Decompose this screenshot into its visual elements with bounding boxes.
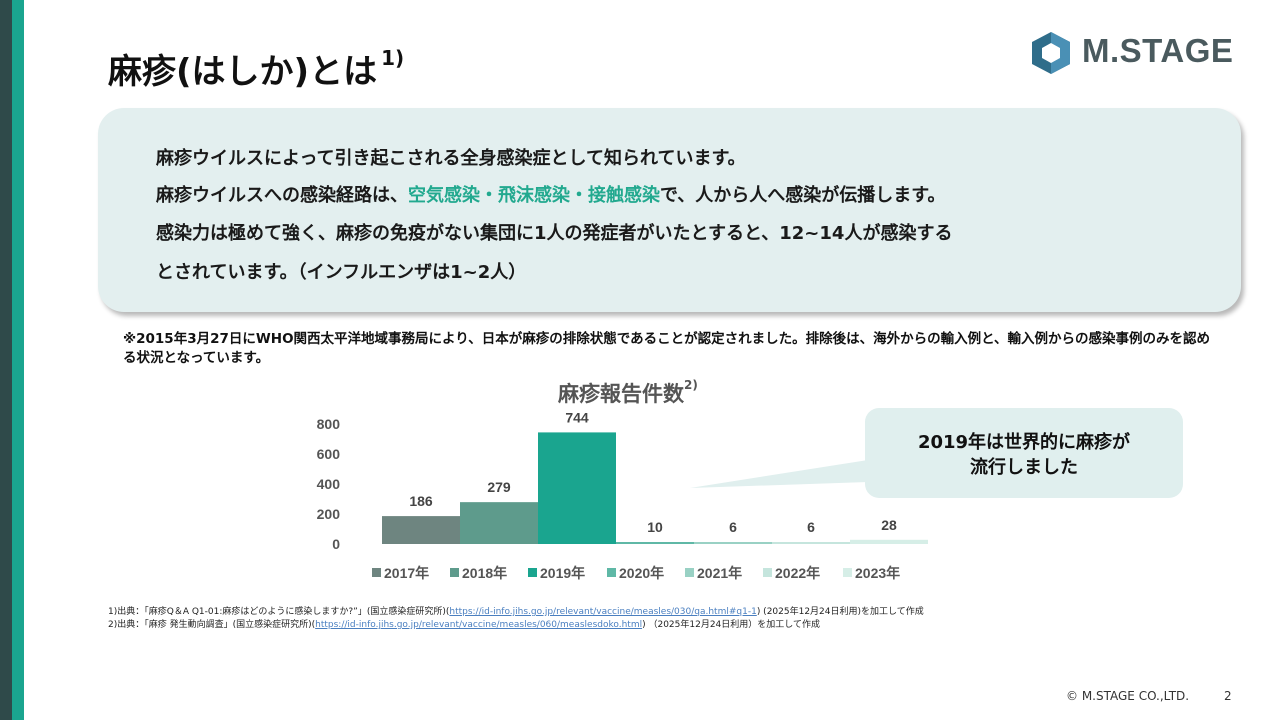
data-label: 279 bbox=[487, 479, 511, 495]
elimination-note: ※2015年3月27日にWHO関西太平洋地域事務局により、日本が麻疹の排除状態で… bbox=[123, 331, 1211, 366]
data-label: 744 bbox=[565, 409, 589, 425]
info-line-4: とされています。（インフルエンザは1~2人） bbox=[156, 262, 527, 283]
bar-2022年 bbox=[772, 542, 850, 544]
info-line-2: 麻疹ウイルスへの感染経路は、空気感染・飛沫感染・接触感染で、人から人へ感染が伝播… bbox=[156, 185, 946, 206]
logo-hexagon-icon bbox=[1032, 32, 1070, 74]
data-label: 28 bbox=[881, 517, 897, 533]
legend-label: 2020年 bbox=[619, 565, 664, 581]
reference-1-link[interactable]: https://id-info.jihs.go.jp/relevant/vacc… bbox=[449, 607, 757, 617]
data-label: 6 bbox=[729, 519, 737, 535]
copyright: © M.STAGE CO.,LTD. bbox=[1066, 689, 1190, 703]
bar-2023年 bbox=[850, 539, 928, 544]
data-label: 6 bbox=[807, 519, 815, 535]
y-tick-label: 0 bbox=[332, 536, 340, 552]
callout-text: 2019年は世界的に麻疹が 流行しました bbox=[917, 432, 1131, 478]
y-tick-label: 200 bbox=[317, 506, 341, 522]
bar-2019年 bbox=[538, 432, 616, 544]
legend-label: 2023年 bbox=[855, 565, 900, 581]
data-label: 186 bbox=[409, 493, 433, 509]
reference-2: 2)出典：「麻疹 発生動向調査」(国立感染症研究所)(https://id-in… bbox=[108, 620, 821, 630]
page-title: 麻疹(はしか)とは 1) bbox=[108, 45, 405, 92]
legend-swatch bbox=[450, 568, 459, 577]
reference-1: 1)出典：「麻疹Q＆A Q1-01:麻疹はどのように感染しますか?”」(国立感染… bbox=[108, 607, 924, 617]
y-tick-label: 800 bbox=[317, 416, 341, 432]
bar-2017年 bbox=[382, 516, 460, 544]
info-box: 麻疹ウイルスによって引き起こされる全身感染症として知られています。 麻疹ウイルス… bbox=[98, 108, 1241, 312]
bar-2020年 bbox=[616, 542, 694, 544]
legend-label: 2022年 bbox=[775, 565, 820, 581]
legend-swatch bbox=[607, 568, 616, 577]
legend-label: 2019年 bbox=[540, 565, 585, 581]
bar-2021年 bbox=[694, 542, 772, 544]
legend-label: 2018年 bbox=[462, 565, 507, 581]
page-number: 2 bbox=[1224, 689, 1232, 703]
references: 1)出典：「麻疹Q＆A Q1-01:麻疹はどのように感染しますか?”」(国立感染… bbox=[108, 606, 924, 632]
legend-label: 2021年 bbox=[697, 565, 742, 581]
data-label: 10 bbox=[647, 519, 663, 535]
legend-swatch bbox=[372, 568, 381, 577]
legend-swatch bbox=[843, 568, 852, 577]
info-line-1: 麻疹ウイルスによって引き起こされる全身感染症として知られています。 bbox=[156, 148, 746, 169]
legend-swatch bbox=[685, 568, 694, 577]
company-logo: M.STAGE bbox=[1028, 30, 1243, 76]
info-line-3: 感染力は極めて強く、麻疹の免疫がない集団に1人の発症者がいたとすると、12~14… bbox=[156, 223, 953, 244]
callout-box: 2019年は世界的に麻疹が 流行しました bbox=[865, 408, 1183, 498]
reference-2-link[interactable]: https://id-info.jihs.go.jp/relevant/vacc… bbox=[315, 620, 643, 630]
infection-route-highlight: 空気感染・飛沫感染・接触感染 bbox=[408, 185, 660, 206]
logo-text: M.STAGE bbox=[1082, 32, 1234, 69]
measles-bar-chart: 0 200 400 600 800 186 279 744 10 6 6 28 2017年 2018年 20… bbox=[317, 409, 928, 581]
legend-swatch bbox=[528, 568, 537, 577]
legend-swatch bbox=[763, 568, 772, 577]
bar-2018年 bbox=[460, 502, 538, 544]
callout-tail bbox=[690, 460, 868, 488]
legend-label: 2017年 bbox=[384, 565, 429, 581]
y-tick-label: 600 bbox=[317, 446, 341, 462]
y-tick-label: 400 bbox=[317, 476, 341, 492]
left-accent-bar bbox=[12, 0, 24, 720]
chart-title: 麻疹報告件数2) bbox=[558, 378, 698, 406]
